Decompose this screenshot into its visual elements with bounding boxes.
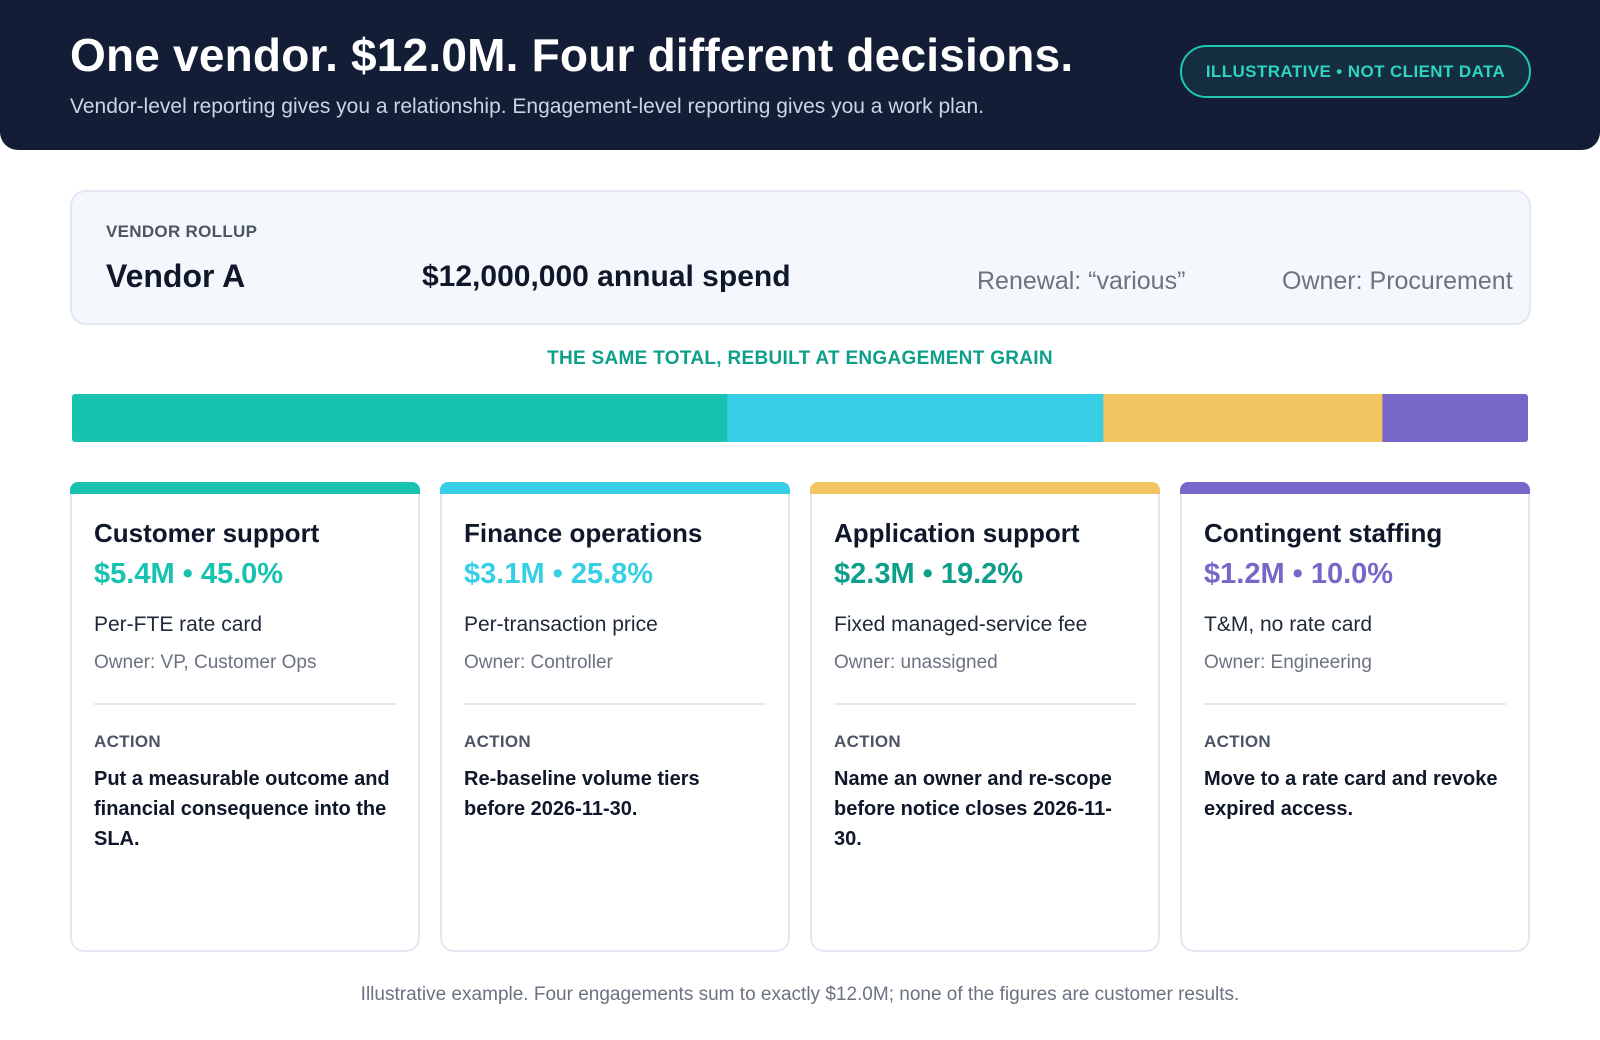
card-divider bbox=[464, 703, 766, 705]
engagement-card-application-support: Application support $2.3M • 19.2% Fixed … bbox=[810, 482, 1160, 952]
bar-segment-contingent-staffing bbox=[1382, 394, 1528, 442]
vendor-rollup-label: VENDOR ROLLUP bbox=[106, 222, 258, 241]
card-action-text: Re-baseline volume tiers before 2026-11-… bbox=[464, 768, 700, 820]
engagement-grain-label: THE SAME TOTAL, REBUILT AT ENGAGEMENT GR… bbox=[547, 348, 1053, 369]
card-divider bbox=[834, 703, 1136, 705]
card-title: Application support bbox=[834, 518, 1080, 548]
vendor-name: Vendor A bbox=[106, 258, 246, 294]
bar-segment-customer-support bbox=[72, 394, 728, 442]
page-title: One vendor. $12.0M. Four different decis… bbox=[70, 29, 1074, 81]
card-action-text: Put a measurable outcome and financial c… bbox=[94, 768, 390, 850]
card-action-text: Move to a rate card and revoke expired a… bbox=[1204, 768, 1498, 820]
card-pricing-model: Per-FTE rate card bbox=[94, 613, 263, 636]
card-divider bbox=[94, 703, 396, 705]
page-subtitle: Vendor-level reporting gives you a relat… bbox=[70, 95, 985, 118]
vendor-annual-spend: $12,000,000 annual spend bbox=[422, 260, 791, 293]
illustrative-badge: ILLUSTRATIVE • NOT CLIENT DATA bbox=[1180, 45, 1531, 98]
card-color-bar bbox=[70, 482, 420, 494]
card-action-label: ACTION bbox=[94, 732, 161, 751]
card-title: Finance operations bbox=[464, 518, 703, 548]
card-action-label: ACTION bbox=[464, 732, 531, 751]
engagement-card-customer-support: Customer support $5.4M • 45.0% Per-FTE r… bbox=[70, 482, 420, 952]
card-divider bbox=[1204, 703, 1506, 705]
stacked-bar-chart bbox=[72, 394, 1528, 442]
card-metric: $5.4M • 45.0% bbox=[94, 558, 284, 590]
card-owner: Owner: Engineering bbox=[1204, 652, 1372, 673]
engagement-card-finance-operations: Finance operations $3.1M • 25.8% Per-tra… bbox=[440, 482, 790, 952]
card-pricing-model: Per-transaction price bbox=[464, 613, 658, 636]
bar-segment-finance-operations bbox=[727, 394, 1104, 442]
footnote: Illustrative example. Four engagements s… bbox=[360, 984, 1240, 1005]
card-metric: $2.3M • 19.2% bbox=[834, 558, 1024, 590]
vendor-owner: Owner: Procurement bbox=[1282, 267, 1513, 295]
card-title: Contingent staffing bbox=[1204, 518, 1443, 548]
card-action-text: Name an owner and re-scope before notice… bbox=[834, 768, 1112, 850]
engagement-cards: Customer support $5.4M • 45.0% Per-FTE r… bbox=[70, 482, 1531, 952]
card-action-label: ACTION bbox=[1204, 732, 1271, 751]
card-color-bar bbox=[440, 482, 790, 494]
card-owner: Owner: VP, Customer Ops bbox=[94, 652, 317, 673]
card-title: Customer support bbox=[94, 518, 320, 548]
card-pricing-model: T&M, no rate card bbox=[1204, 613, 1373, 636]
vendor-rollup-panel: VENDOR ROLLUP Vendor A $12,000,000 annua… bbox=[70, 190, 1531, 325]
card-color-bar bbox=[810, 482, 1160, 494]
card-owner: Owner: unassigned bbox=[834, 652, 998, 673]
header-banner: One vendor. $12.0M. Four different decis… bbox=[0, 0, 1600, 150]
card-pricing-model: Fixed managed-service fee bbox=[834, 613, 1088, 636]
card-metric: $3.1M • 25.8% bbox=[464, 558, 654, 590]
card-owner: Owner: Controller bbox=[464, 652, 613, 673]
bar-segment-application-support bbox=[1103, 394, 1383, 442]
vendor-renewal: Renewal: “various” bbox=[977, 267, 1186, 295]
engagement-card-contingent-staffing: Contingent staffing $1.2M • 10.0% T&M, n… bbox=[1180, 482, 1530, 952]
card-action-label: ACTION bbox=[834, 732, 901, 751]
card-metric: $1.2M • 10.0% bbox=[1204, 558, 1394, 590]
engagement-stacked-bar bbox=[72, 394, 1528, 442]
card-color-bar bbox=[1180, 482, 1530, 494]
